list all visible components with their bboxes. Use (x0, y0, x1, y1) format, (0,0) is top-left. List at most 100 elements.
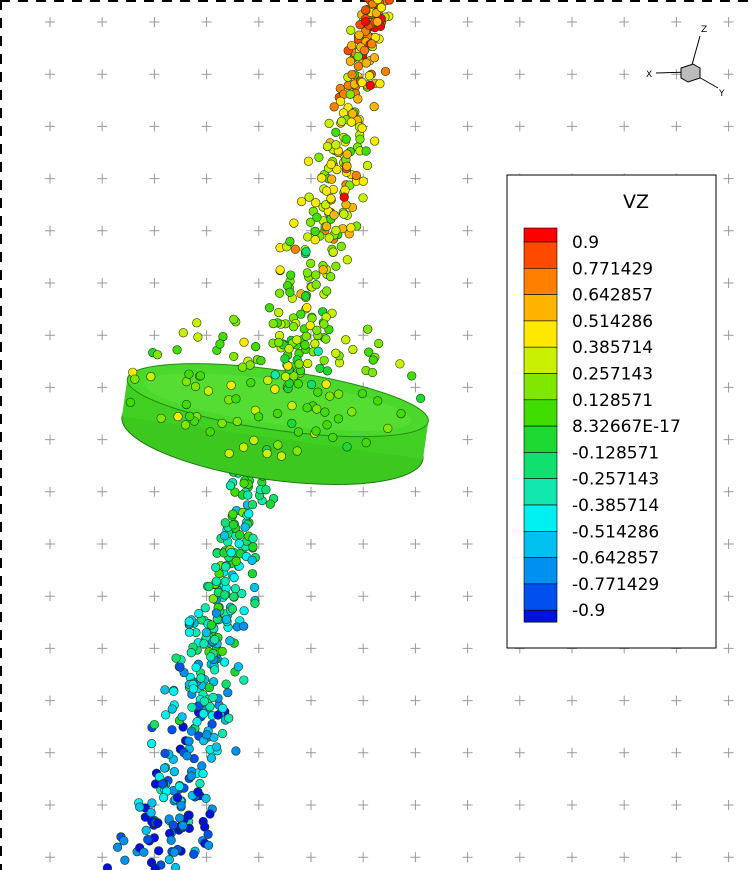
particle (229, 592, 239, 602)
particle (202, 730, 212, 740)
particle (245, 360, 255, 370)
particle (384, 0, 395, 5)
particle (368, 355, 378, 365)
particle (347, 69, 357, 80)
particle (203, 840, 214, 850)
grid-plus (514, 17, 525, 27)
grid-plus (462, 278, 473, 288)
particle (326, 159, 336, 169)
grid-plus (462, 434, 473, 445)
grid-plus (567, 69, 577, 80)
particle (181, 399, 191, 410)
particle (347, 109, 358, 119)
particle (273, 440, 283, 450)
upper-particles (125, 0, 426, 461)
particle (206, 753, 217, 763)
particle (224, 713, 234, 723)
grid-plus (567, 695, 577, 706)
particle (203, 386, 214, 396)
particle (227, 604, 238, 614)
grid-plus (306, 643, 316, 654)
particle (341, 335, 351, 345)
particle (280, 354, 290, 364)
grid-plus (410, 643, 421, 654)
particle (220, 576, 230, 587)
grid-plus (462, 121, 473, 132)
particle (178, 328, 188, 338)
grid-plus (253, 17, 264, 27)
particle (185, 411, 195, 421)
particle (374, 338, 384, 349)
grid-plus (723, 278, 734, 288)
particle (322, 141, 333, 152)
legend-swatch (523, 267, 558, 295)
particle (188, 684, 198, 694)
particle (328, 247, 338, 257)
particle (204, 683, 214, 693)
grid-plus (514, 69, 525, 80)
grid-plus (410, 695, 421, 706)
particle (146, 371, 156, 382)
grid-plus (567, 800, 577, 810)
legend-label: -0.771429 (572, 575, 659, 595)
particle (336, 241, 346, 252)
grid-plus (671, 800, 682, 810)
particle (178, 821, 188, 831)
particle (305, 217, 316, 227)
particle (345, 56, 355, 66)
particle (167, 704, 177, 714)
particle (173, 412, 183, 422)
grid-plus (45, 330, 55, 341)
grid-plus (462, 382, 473, 393)
particle (237, 362, 248, 372)
particle (208, 692, 218, 702)
particle (296, 196, 307, 207)
particle (119, 836, 129, 846)
particle (205, 809, 215, 819)
grid-plus (97, 17, 108, 27)
particle (159, 792, 169, 803)
particle (184, 736, 194, 746)
legend-swatch (523, 294, 558, 322)
axis-triad: Z X Y (646, 25, 725, 99)
particle (196, 673, 206, 683)
particle (321, 334, 331, 344)
particle (176, 800, 186, 811)
grid-plus (253, 121, 264, 132)
particle (210, 665, 220, 675)
particle (166, 835, 176, 845)
particle (175, 813, 185, 823)
legend-swatch (523, 320, 558, 348)
grid-plus (253, 69, 264, 80)
particle (239, 606, 249, 616)
legend-swatch (523, 227, 558, 243)
particle (211, 608, 221, 618)
particle (135, 802, 145, 812)
particle (364, 71, 375, 81)
particle (184, 627, 194, 637)
particle (217, 646, 227, 656)
particle (311, 270, 321, 280)
grid-plus (462, 852, 473, 863)
grid-plus (358, 695, 369, 706)
particle (396, 409, 406, 419)
grid-plus (97, 330, 108, 341)
legend-swatch (523, 478, 558, 506)
particle (239, 442, 249, 452)
grid-plus (201, 69, 212, 80)
grid-plus (462, 800, 473, 810)
grid-plus (45, 434, 55, 445)
particle (363, 324, 373, 334)
particle (237, 588, 247, 599)
grid-plus (514, 121, 525, 132)
particle (342, 442, 352, 452)
particle (335, 96, 346, 106)
grid-plus (306, 852, 316, 863)
particle (276, 451, 287, 461)
grid-plus (514, 800, 525, 810)
particle (243, 490, 253, 500)
particle (169, 847, 179, 857)
grid-plus (45, 173, 55, 184)
particle (331, 348, 341, 358)
